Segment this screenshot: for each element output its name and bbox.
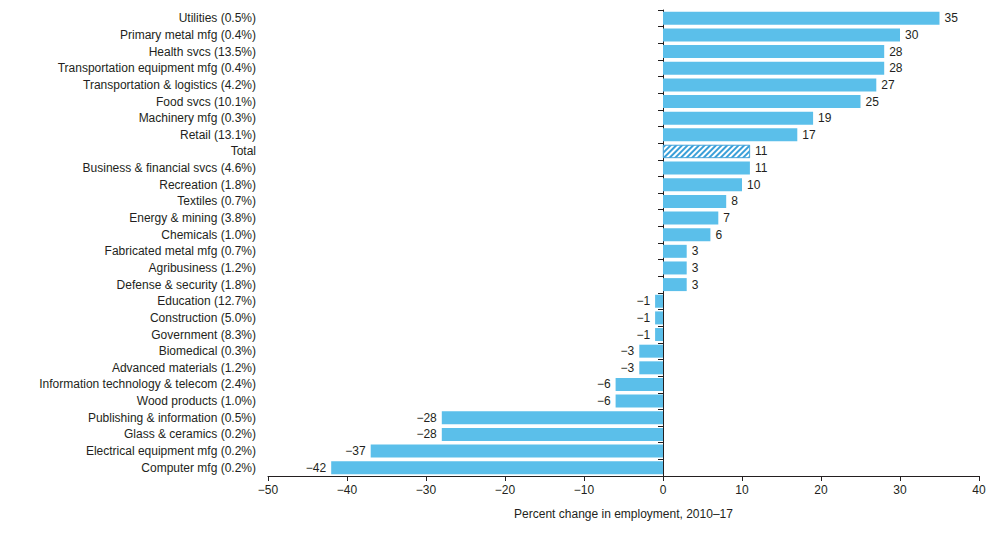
svg-text:−3: −3 — [621, 344, 635, 358]
svg-text:Transportation equipment mfg (: Transportation equipment mfg (0.4%) — [58, 61, 256, 75]
svg-text:27: 27 — [881, 78, 895, 92]
svg-text:Publishing & information (0.5%: Publishing & information (0.5%) — [88, 411, 256, 425]
svg-text:−28: −28 — [416, 427, 437, 441]
svg-text:7: 7 — [723, 211, 730, 225]
svg-text:28: 28 — [889, 61, 903, 75]
svg-text:30: 30 — [893, 483, 907, 497]
svg-text:−1: −1 — [636, 328, 650, 342]
svg-text:Business & financial svcs (4.6: Business & financial svcs (4.6%) — [83, 161, 256, 175]
svg-text:−1: −1 — [636, 294, 650, 308]
svg-text:17: 17 — [802, 128, 816, 142]
svg-text:−6: −6 — [597, 377, 611, 391]
svg-text:3: 3 — [692, 244, 699, 258]
svg-text:Biomedical (0.3%): Biomedical (0.3%) — [159, 344, 256, 358]
svg-text:Energy & mining (3.8%): Energy & mining (3.8%) — [129, 211, 256, 225]
svg-text:Machinery mfg (0.3%): Machinery mfg (0.3%) — [139, 111, 256, 125]
svg-text:Education (12.7%): Education (12.7%) — [157, 294, 256, 308]
svg-text:Fabricated metal mfg (0.7%): Fabricated metal mfg (0.7%) — [105, 244, 256, 258]
svg-text:11: 11 — [755, 144, 768, 158]
svg-text:Health svcs (13.5%): Health svcs (13.5%) — [149, 45, 256, 59]
svg-text:Computer mfg (0.2%): Computer mfg (0.2%) — [141, 461, 256, 475]
svg-text:35: 35 — [945, 11, 959, 25]
svg-text:Information technology & telec: Information technology & telecom (2.4%) — [39, 377, 256, 391]
svg-text:0: 0 — [660, 483, 667, 497]
svg-text:19: 19 — [818, 111, 832, 125]
svg-text:−3: −3 — [621, 361, 635, 375]
svg-text:Electrical equipment mfg (0.2%: Electrical equipment mfg (0.2%) — [86, 444, 256, 458]
svg-text:−37: −37 — [345, 444, 366, 458]
svg-text:28: 28 — [889, 45, 903, 59]
svg-text:Defense & security (1.8%): Defense & security (1.8%) — [117, 278, 256, 292]
svg-text:Utilities (0.5%): Utilities (0.5%) — [179, 11, 256, 25]
svg-text:Transportation & logistics (4.: Transportation & logistics (4.2%) — [83, 78, 256, 92]
svg-text:Retail (13.1%): Retail (13.1%) — [180, 128, 256, 142]
svg-text:Construction (5.0%): Construction (5.0%) — [150, 311, 256, 325]
svg-text:−6: −6 — [597, 394, 611, 408]
svg-text:Percent change in employment,: Percent change in employment, 2010–17 — [514, 507, 733, 521]
svg-text:20: 20 — [814, 483, 828, 497]
svg-text:10: 10 — [747, 178, 761, 192]
svg-text:Recreation (1.8%): Recreation (1.8%) — [159, 178, 256, 192]
svg-text:−10: −10 — [574, 483, 595, 497]
svg-text:40: 40 — [972, 483, 986, 497]
svg-text:−30: −30 — [416, 483, 437, 497]
svg-text:−20: −20 — [495, 483, 516, 497]
svg-text:6: 6 — [715, 228, 722, 242]
svg-text:Wood products (1.0%): Wood products (1.0%) — [137, 394, 256, 408]
svg-text:3: 3 — [692, 261, 699, 275]
svg-text:Chemicals (1.0%): Chemicals (1.0%) — [161, 228, 256, 242]
svg-text:−50: −50 — [258, 483, 279, 497]
svg-text:30: 30 — [905, 28, 919, 42]
svg-text:Agribusiness (1.2%): Agribusiness (1.2%) — [149, 261, 256, 275]
svg-text:Food svcs (10.1%): Food svcs (10.1%) — [156, 95, 256, 109]
svg-text:−1: −1 — [636, 311, 650, 325]
svg-text:10: 10 — [735, 483, 749, 497]
svg-text:−40: −40 — [337, 483, 358, 497]
svg-text:3: 3 — [692, 278, 699, 292]
svg-text:Advanced materials (1.2%): Advanced materials (1.2%) — [112, 361, 256, 375]
svg-text:25: 25 — [866, 95, 880, 109]
svg-text:Government (8.3%): Government (8.3%) — [151, 328, 256, 342]
svg-text:Glass & ceramics (0.2%): Glass & ceramics (0.2%) — [124, 427, 256, 441]
svg-text:−42: −42 — [306, 461, 327, 475]
svg-text:−28: −28 — [416, 411, 437, 425]
svg-text:11: 11 — [755, 161, 768, 175]
svg-text:Textiles (0.7%): Textiles (0.7%) — [177, 194, 256, 208]
svg-text:8: 8 — [731, 194, 738, 208]
svg-text:Primary metal mfg (0.4%): Primary metal mfg (0.4%) — [120, 28, 256, 42]
svg-text:Total: Total — [231, 144, 256, 158]
